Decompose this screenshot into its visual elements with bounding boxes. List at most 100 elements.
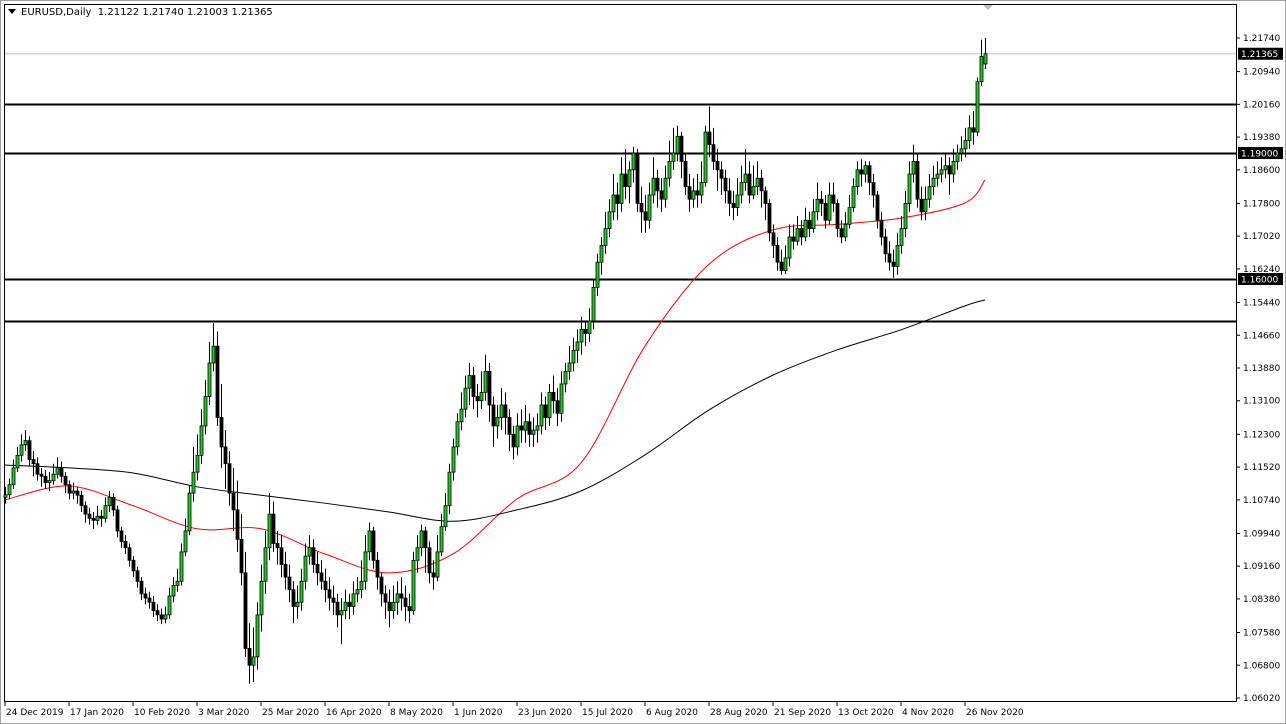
candle <box>335 593 340 628</box>
dropdown-triangle-icon[interactable] <box>8 9 16 14</box>
candle-body-bear <box>99 515 104 519</box>
candle-body-bear <box>727 190 732 204</box>
candle-body-bull <box>467 375 472 389</box>
moving-average-fast <box>4 179 986 574</box>
candle <box>3 486 8 504</box>
candle-body-bull <box>571 349 576 364</box>
candle-body-bear <box>623 173 628 188</box>
candle <box>963 127 968 158</box>
candle <box>467 362 472 405</box>
candle-body-bull <box>455 421 460 448</box>
candle-body-bull <box>979 56 984 83</box>
candle <box>787 224 792 267</box>
level-price-label: 1.16000 <box>1241 275 1278 285</box>
candle <box>527 413 532 447</box>
candle-body-bear <box>867 165 872 183</box>
y-tick-label: 1.10740 <box>1243 496 1280 506</box>
y-tick-label: 1.13880 <box>1243 364 1280 374</box>
candle <box>715 148 720 191</box>
candle <box>927 174 932 208</box>
candle-body-bull <box>199 425 204 456</box>
candle <box>591 278 596 330</box>
candle <box>395 581 400 615</box>
candle-body-bull <box>355 589 360 595</box>
candle <box>767 199 772 242</box>
candle-body-bear <box>687 186 692 200</box>
candle <box>151 595 156 617</box>
candle-body-bear <box>323 580 328 591</box>
candle-body-bull <box>703 131 708 183</box>
candle-body-bear <box>331 597 336 603</box>
candle-body-bear <box>59 467 64 477</box>
candle <box>171 577 176 603</box>
candle <box>455 413 460 456</box>
candle-body-bull <box>603 228 608 246</box>
candle-body-bear <box>291 589 296 607</box>
candle-body-bear <box>383 593 388 603</box>
candle-body-bull <box>811 211 816 230</box>
x-tick-label: 10 Feb 2020 <box>134 708 190 718</box>
candle-body-bear <box>119 530 124 542</box>
candle <box>11 459 16 489</box>
candle <box>315 551 320 586</box>
candle-body-bear <box>659 190 664 200</box>
candle <box>407 593 412 624</box>
candle <box>211 323 216 372</box>
candle <box>423 526 428 573</box>
candle <box>175 568 180 592</box>
candle-body-bear <box>831 194 836 204</box>
candle-body-bear <box>79 494 84 507</box>
candle-body-bear <box>335 601 340 616</box>
candle-body-bear <box>27 440 32 460</box>
candle <box>731 190 736 221</box>
candle-body-bear <box>635 152 640 204</box>
candle-body-bear <box>859 169 864 175</box>
candle <box>535 413 540 443</box>
candle <box>747 161 752 204</box>
candle-body-bear <box>715 161 720 171</box>
level-price-label-bg <box>1238 147 1283 160</box>
candle-body-bull <box>587 320 592 334</box>
candle-body-bear <box>723 177 728 192</box>
candle-body-bear <box>279 547 284 565</box>
candle <box>391 585 396 620</box>
candle-body-bull <box>15 454 20 469</box>
candle-body-bear <box>947 165 952 175</box>
candle-body-bear <box>775 245 780 263</box>
candle <box>447 463 452 515</box>
candle <box>71 482 76 500</box>
candle-body-bull <box>415 547 420 561</box>
candle-body-bull <box>483 370 488 393</box>
candle-body-bear <box>791 236 796 242</box>
candle <box>539 392 544 435</box>
candle <box>691 178 696 208</box>
candle <box>867 161 872 196</box>
ohlc-low: 1.21003 <box>186 7 229 18</box>
candle <box>847 195 852 229</box>
candle-body-bull <box>943 165 948 171</box>
candle <box>655 169 660 208</box>
candle-body-bull <box>619 173 624 204</box>
candle-body-bull <box>803 219 808 238</box>
candle-body-bear <box>227 463 232 494</box>
candle <box>635 148 640 212</box>
candle <box>43 470 48 489</box>
chart-shift-marker-icon[interactable] <box>983 5 993 10</box>
candle <box>139 577 144 601</box>
candle-body-bear <box>75 490 80 496</box>
candle <box>667 140 672 187</box>
candle-body-bull <box>303 555 308 582</box>
candle-body-bear <box>527 421 532 435</box>
candle-body-bull <box>499 404 504 418</box>
candle <box>439 514 444 557</box>
candle-body-bull <box>851 186 856 209</box>
candle-body-bear <box>127 547 132 561</box>
candle <box>659 178 664 212</box>
x-tick-label: 24 Dec 2019 <box>6 708 64 718</box>
candle <box>111 493 116 517</box>
candle <box>699 161 704 204</box>
candle <box>519 409 524 443</box>
candle-body-bear <box>491 404 496 427</box>
candle <box>679 132 684 179</box>
